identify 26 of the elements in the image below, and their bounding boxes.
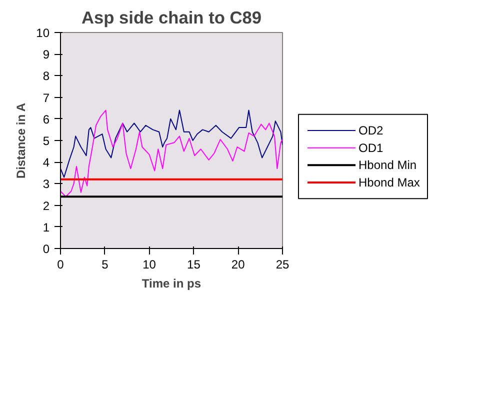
y-tick-label: 7 <box>42 90 50 105</box>
y-tick-label: 10 <box>36 26 50 40</box>
y-tick-label: 2 <box>42 198 50 213</box>
line-series <box>60 110 282 198</box>
x-axis-title: Time in ps <box>142 276 202 290</box>
legend-label: Hbond Max <box>358 176 420 190</box>
x-tick-label: 15 <box>187 258 201 272</box>
x-tick-label: 5 <box>102 258 109 272</box>
legend-label: OD2 <box>358 123 384 138</box>
y-axis-title: Distance in A <box>14 102 28 179</box>
x-tick-label: 0 <box>57 258 64 272</box>
x-tick-label: 20 <box>231 258 246 272</box>
y-tick-label: 4 <box>42 156 50 170</box>
legend-label: Hbond Min <box>358 158 417 172</box>
line-series <box>60 110 282 178</box>
y-tick-label: 8 <box>42 69 50 84</box>
y-tick-label: 6 <box>42 112 50 126</box>
x-tick-label: 25 <box>276 258 290 272</box>
y-tick-label: 0 <box>42 242 50 256</box>
x-tick-label: 10 <box>142 258 156 272</box>
chart-title: Asp side chain to C89 <box>81 8 262 28</box>
y-tick-label: 1 <box>42 220 50 234</box>
y-tick-label: 3 <box>42 177 50 192</box>
legend-label: OD1 <box>358 140 384 155</box>
y-tick-label: 5 <box>42 134 50 148</box>
y-tick-label: 9 <box>42 48 50 62</box>
